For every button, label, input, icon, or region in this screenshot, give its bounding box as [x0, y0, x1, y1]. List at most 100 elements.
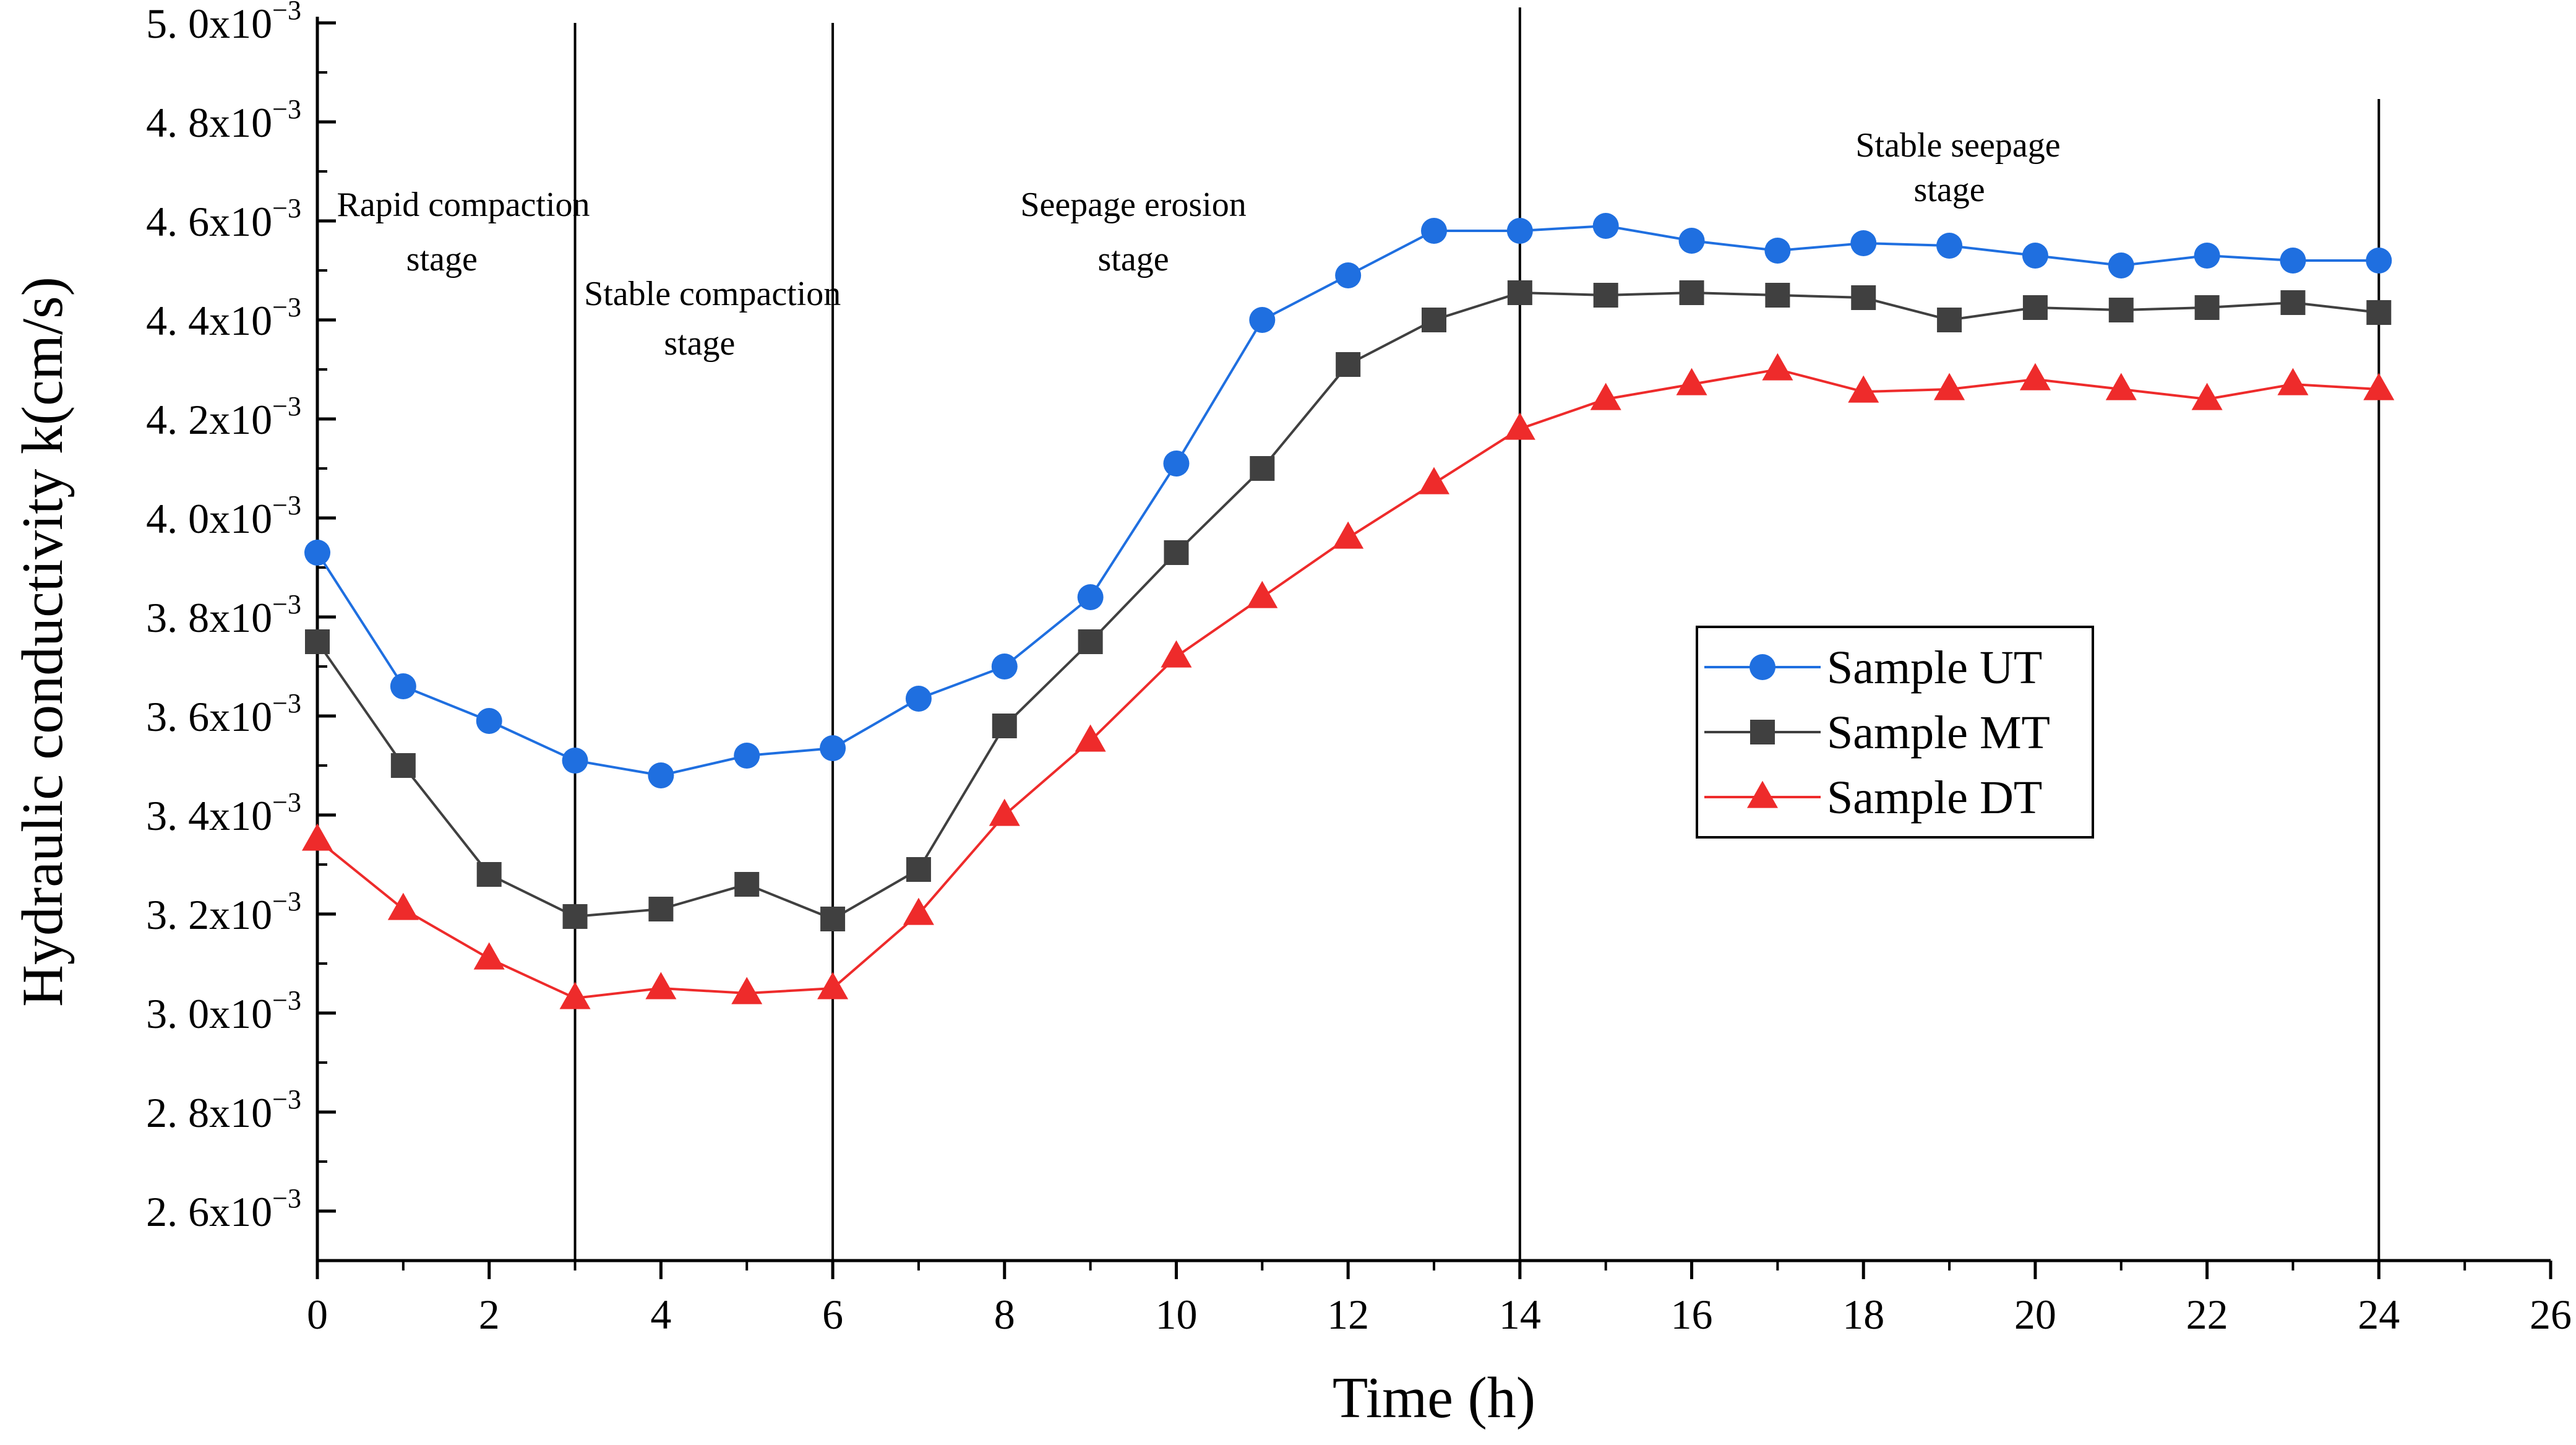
y-tick-label: 4. 2x10−3: [146, 391, 301, 443]
legend-label: Sample UT: [1827, 642, 2042, 694]
legend-label: Sample DT: [1827, 772, 2042, 824]
data-point-circle: [2194, 243, 2220, 269]
stage-dividers: [573, 7, 2381, 1261]
data-point-triangle: [1762, 353, 1793, 381]
data-point-square: [1507, 280, 1532, 305]
series-sample-dt: [302, 353, 2395, 1009]
x-tick-label: 26: [2530, 1291, 2572, 1338]
series-sample-mt: [305, 280, 2392, 931]
y-tick-exponent: −3: [272, 589, 301, 619]
series-sample-ut: [304, 213, 2392, 788]
data-point-triangle: [645, 972, 677, 999]
stage-annotation: Stable seepage: [1855, 126, 2060, 165]
data-point-circle: [2022, 243, 2048, 269]
y-tick-mantissa: 4. 4x10: [146, 297, 272, 344]
data-point-circle: [1592, 213, 1619, 239]
data-point-triangle: [1747, 780, 1778, 808]
y-tick-exponent: −3: [272, 787, 301, 817]
data-point-square: [820, 907, 846, 931]
series-layer: [302, 213, 2395, 1009]
y-tick-mantissa: 3. 2x10: [146, 891, 272, 938]
data-point-circle: [991, 653, 1018, 679]
data-point-triangle: [903, 897, 934, 925]
data-point-square: [1679, 280, 1704, 305]
data-point-square: [2280, 290, 2306, 315]
data-point-square: [390, 753, 416, 778]
data-point-square: [1937, 308, 1962, 332]
y-tick-label: 3. 0x10−3: [146, 985, 301, 1037]
x-axis-title: Time (h): [1333, 1366, 1535, 1430]
data-point-circle: [820, 735, 846, 761]
y-tick-exponent: −3: [272, 490, 301, 520]
data-point-triangle: [817, 972, 849, 999]
data-point-triangle: [302, 823, 333, 851]
data-point-triangle: [989, 798, 1020, 826]
y-tick-mantissa: 4. 6x10: [146, 198, 272, 245]
data-point-square: [1078, 629, 1103, 654]
y-tick-exponent: −3: [272, 1084, 301, 1115]
data-point-triangle: [1075, 724, 1106, 752]
data-point-square: [1164, 540, 1189, 565]
data-point-square: [1422, 308, 1446, 332]
data-point-square: [648, 897, 674, 921]
y-tick-exponent: −3: [272, 193, 301, 223]
data-point-triangle: [2191, 382, 2223, 410]
data-point-circle: [1936, 233, 1963, 259]
y-tick-mantissa: 4. 8x10: [146, 99, 272, 146]
y-tick-label: 3. 4x10−3: [146, 787, 301, 839]
x-tick-label: 2: [479, 1291, 500, 1338]
y-tick-label: 4. 4x10−3: [146, 292, 301, 344]
data-point-circle: [734, 743, 760, 769]
data-point-square: [1765, 283, 1790, 308]
data-point-triangle: [473, 942, 505, 970]
x-tick-label: 20: [2014, 1291, 2056, 1338]
data-point-square: [2366, 300, 2392, 325]
legend-label: Sample MT: [1827, 707, 2050, 759]
stage-annotation: Rapid compaction: [337, 186, 590, 224]
y-axis-title: Hydraulic conductivity k(cm/s): [11, 277, 75, 1007]
data-point-square: [2022, 295, 2048, 320]
y-tick-mantissa: 4. 0x10: [146, 495, 272, 542]
y-tick-label: 4. 8x10−3: [146, 94, 301, 146]
x-tick-label: 4: [650, 1291, 671, 1338]
data-point-circle: [1335, 262, 1362, 288]
y-tick-exponent: −3: [272, 94, 301, 124]
y-tick-exponent: −3: [272, 1183, 301, 1214]
data-point-square: [562, 904, 588, 929]
y-tick-label: 4. 6x10−3: [146, 193, 301, 245]
data-point-circle: [1850, 230, 1877, 256]
data-point-square: [992, 714, 1017, 738]
y-tick-exponent: −3: [272, 0, 301, 25]
data-point-triangle: [2019, 363, 2051, 390]
stage-annotation: stage: [1098, 240, 1169, 278]
y-tick-label: 4. 0x10−3: [146, 490, 301, 542]
y-tick-label: 2. 8x10−3: [146, 1084, 301, 1136]
data-point-circle: [1421, 218, 1447, 244]
data-point-triangle: [387, 892, 419, 920]
data-point-triangle: [731, 977, 763, 1004]
data-point-circle: [304, 540, 330, 566]
x-tick-label: 12: [1327, 1291, 1369, 1338]
data-point-triangle: [1676, 368, 1707, 395]
x-tick-label: 24: [2358, 1291, 2400, 1338]
y-tick-mantissa: 2. 8x10: [146, 1089, 272, 1136]
data-point-square: [2194, 295, 2220, 320]
data-point-circle: [1163, 451, 1190, 477]
y-tick-mantissa: 3. 6x10: [146, 693, 272, 740]
y-tick-exponent: −3: [272, 688, 301, 718]
stage-annotation: Seepage erosion: [1020, 186, 1246, 224]
data-point-triangle: [2105, 373, 2137, 400]
data-point-square: [906, 857, 931, 882]
y-tick-label: 5. 0x10−3: [146, 0, 301, 47]
stage-annotations: Rapid compaction stage Stable compaction st…: [337, 126, 2061, 363]
data-point-circle: [476, 708, 502, 734]
data-point-circle: [1506, 218, 1533, 244]
y-tick-mantissa: 3. 0x10: [146, 990, 272, 1037]
data-point-square: [1593, 283, 1618, 308]
data-point-square: [476, 862, 502, 887]
y-tick-label: 3. 6x10−3: [146, 688, 301, 740]
data-point-square: [734, 872, 760, 897]
axes: 2. 6x10−32. 8x10−33. 0x10−33. 2x10−33. 4…: [11, 0, 2572, 1430]
data-point-circle: [2366, 248, 2392, 274]
